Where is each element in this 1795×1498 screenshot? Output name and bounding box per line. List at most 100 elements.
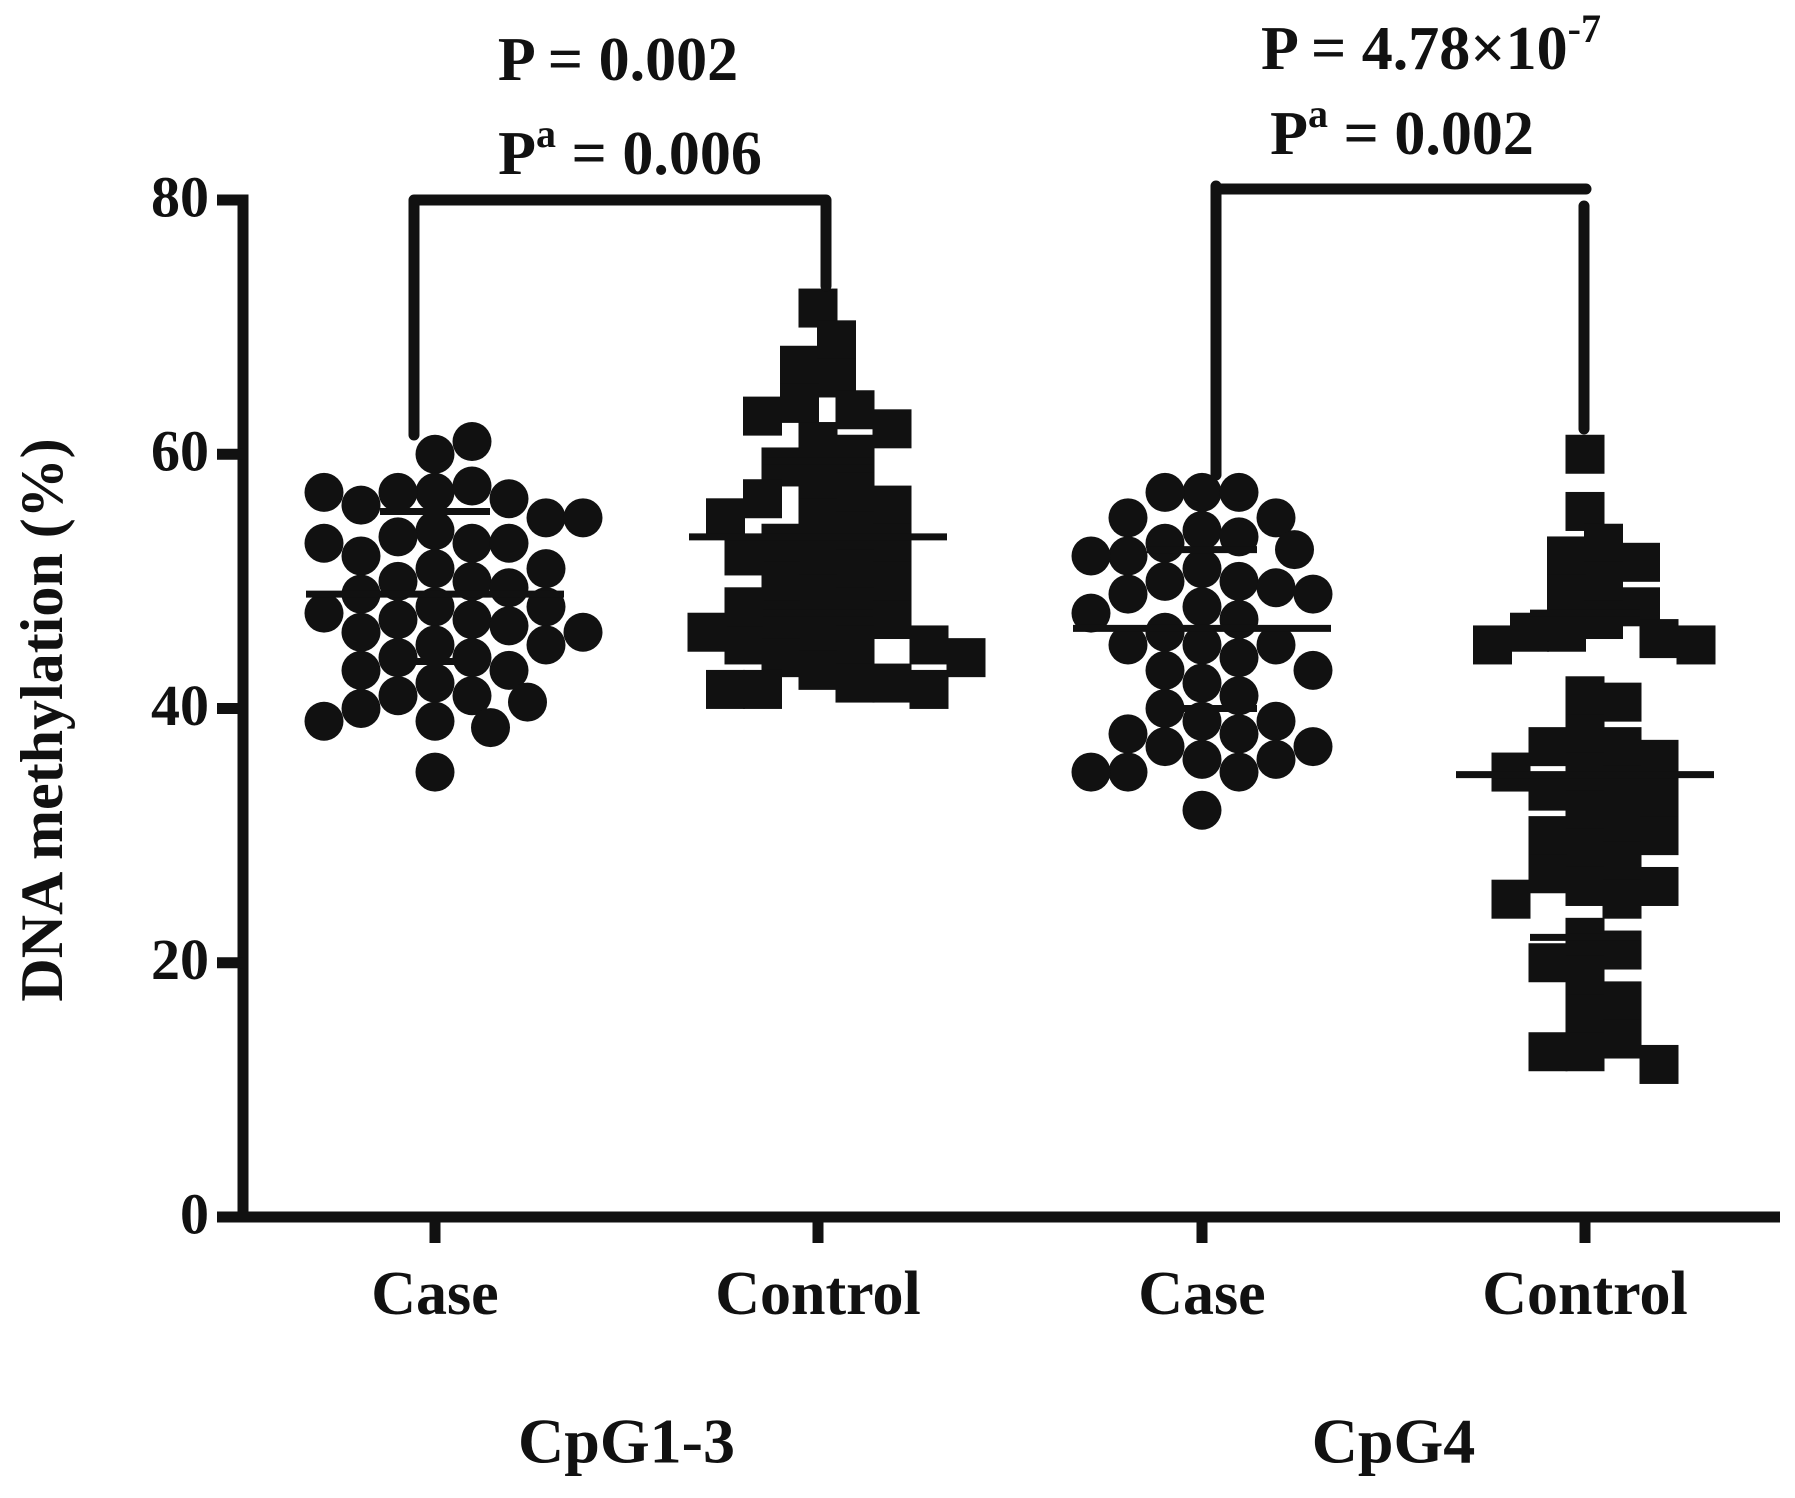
annotation: Pa = 0.006: [498, 111, 762, 188]
group-label: CpG1-3: [518, 1406, 735, 1477]
point: [835, 390, 875, 430]
point: [798, 574, 838, 614]
point: [798, 460, 838, 500]
point: [1108, 574, 1148, 614]
point: [489, 650, 529, 690]
point: [1182, 511, 1222, 551]
point: [1565, 994, 1605, 1034]
point: [415, 511, 455, 551]
y-tick-label: 80: [151, 164, 209, 229]
point: [835, 511, 875, 551]
x-tick-label: Control: [715, 1260, 921, 1328]
annotation-part: P = 0.002: [498, 26, 738, 94]
point: [1182, 625, 1222, 665]
point: [471, 708, 510, 748]
point: [780, 345, 819, 385]
point: [415, 625, 455, 665]
point: [835, 587, 875, 627]
annotation: Pa = 0.002: [1270, 91, 1534, 168]
point: [1071, 536, 1111, 576]
point: [452, 638, 492, 678]
point: [1108, 625, 1148, 665]
point: [526, 625, 566, 665]
annotation: P = 0.002: [498, 26, 738, 94]
point: [1145, 523, 1185, 563]
point: [872, 663, 912, 703]
point: [1602, 1019, 1642, 1059]
point: [835, 663, 875, 703]
point: [872, 409, 912, 449]
point: [304, 523, 344, 563]
point: [1108, 714, 1148, 754]
point: [526, 498, 566, 538]
point: [1565, 676, 1605, 716]
point: [1602, 879, 1642, 919]
y-tick-label: 60: [151, 419, 209, 484]
point: [452, 523, 492, 563]
point: [1639, 1044, 1679, 1084]
point: [1602, 803, 1642, 843]
point: [415, 472, 455, 512]
point: [1602, 682, 1642, 722]
point: [378, 517, 418, 557]
point: [1256, 625, 1296, 665]
point: [341, 650, 381, 690]
point: [563, 498, 603, 538]
point: [1108, 752, 1148, 792]
point: [489, 568, 529, 608]
annotation-part: P: [498, 120, 536, 188]
point: [1145, 561, 1185, 601]
point: [489, 479, 529, 519]
point: [526, 549, 566, 589]
annotation-part: P: [1270, 100, 1308, 168]
point: [835, 549, 875, 589]
point: [687, 612, 727, 652]
point: [724, 625, 764, 665]
point: [489, 606, 529, 646]
y-axis-label: DNA methylation (%): [9, 438, 75, 1001]
point: [872, 485, 912, 525]
annotation: P = 4.78×10-7: [1261, 6, 1601, 83]
point: [743, 396, 782, 436]
point: [1293, 574, 1333, 614]
x-tick-label: Control: [1482, 1260, 1688, 1328]
point: [1602, 841, 1642, 881]
point: [1565, 434, 1605, 474]
point: [724, 587, 764, 627]
y-tick-label: 40: [151, 673, 209, 738]
point: [341, 612, 381, 652]
point: [378, 638, 418, 678]
point: [1145, 727, 1185, 767]
point: [1182, 549, 1222, 589]
point: [1182, 587, 1222, 627]
point: [1565, 866, 1605, 906]
point: [1639, 619, 1679, 659]
point: [1275, 530, 1314, 570]
point: [489, 523, 529, 563]
point: [1182, 790, 1222, 830]
point: [1547, 574, 1586, 614]
point: [1547, 612, 1586, 652]
point: [415, 752, 455, 792]
point: [1071, 593, 1111, 633]
point: [1639, 777, 1679, 817]
point: [1145, 612, 1185, 652]
point: [1108, 536, 1148, 576]
point: [415, 663, 455, 703]
y-tick-label: 20: [151, 927, 209, 992]
point: [378, 676, 418, 716]
annotation-part: -7: [1568, 6, 1601, 51]
point: [1219, 752, 1259, 792]
bracket: [1210, 180, 1592, 481]
point: [1528, 943, 1568, 983]
point: [415, 549, 455, 589]
point: [1584, 561, 1623, 601]
point: [1293, 727, 1333, 767]
point: [1565, 790, 1605, 830]
point: [378, 600, 418, 640]
point: [341, 689, 381, 728]
point: [1584, 600, 1623, 640]
bracket: [408, 194, 832, 441]
point: [1182, 663, 1222, 703]
